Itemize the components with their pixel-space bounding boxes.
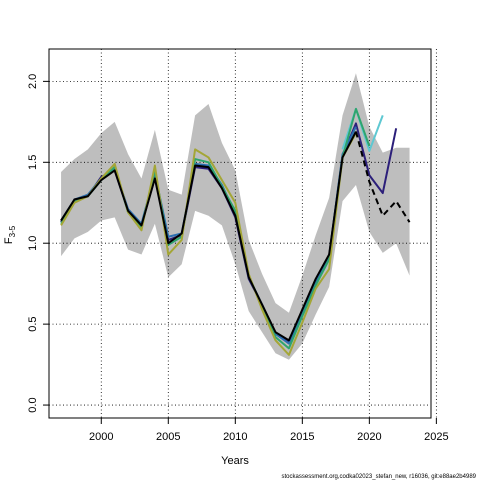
- y-tick-label-1: 0.5: [27, 316, 39, 331]
- series-line-6: [60, 131, 357, 342]
- y-tick-label-2: 1.0: [27, 236, 39, 251]
- source-caption: stockassessment.org,codka02023_stefan_ne…: [282, 474, 477, 480]
- series-line-5: [60, 132, 357, 356]
- y-tick-label-3: 1.5: [27, 155, 39, 170]
- x-tick-label-2000: 2000: [89, 431, 113, 443]
- series-lines: [60, 107, 411, 356]
- series-line-4: [60, 107, 371, 350]
- gridlines: [49, 49, 437, 418]
- axes: 2000 2005 2010 2015 2020 2025 0.0 0.5 1.0 1.5 2.0: [27, 74, 449, 443]
- x-tick-label-2020: 2020: [357, 431, 381, 443]
- x-tick-label-2005: 2005: [156, 431, 180, 443]
- x-tick-label-2015: 2015: [290, 431, 314, 443]
- y-axis-title-subscript: 3-5: [8, 225, 17, 237]
- y-tick-label-4: 2.0: [27, 74, 39, 89]
- x-tick-label-2010: 2010: [223, 431, 247, 443]
- plot-frame: [48, 48, 432, 419]
- y-axis-title-main: F: [3, 237, 15, 244]
- y-tick-label-0: 0.0: [27, 397, 39, 412]
- y-axis-title: F3-5: [3, 225, 17, 244]
- x-tick-label-2025: 2025: [424, 431, 448, 443]
- svg-text:F3-5: F3-5: [3, 225, 17, 244]
- x-axis-title: Years: [221, 455, 249, 467]
- series-line-7: [354, 131, 411, 223]
